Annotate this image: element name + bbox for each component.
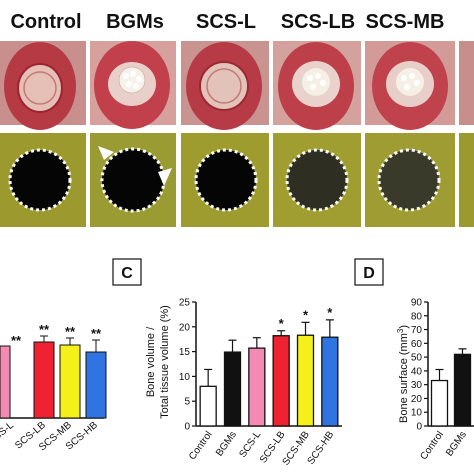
panel-c-significance: * [327, 305, 333, 320]
panel-c-y-tick-label: 20 [179, 322, 191, 333]
group-header-scs-lb: SCS-LB [281, 11, 355, 33]
panel-c-bar [321, 336, 339, 427]
panel-c-x-tick-label: BGMs [214, 429, 239, 458]
panel-c-y-tick-label: 0 [184, 422, 190, 433]
surgical-photo-cropped [459, 41, 474, 125]
microct-scs-mb [365, 133, 455, 227]
surgical-photo-bgms [90, 41, 176, 129]
panel-d-y-tick-label: 70 [411, 325, 423, 336]
panel-d-y-tick-label: 10 [411, 408, 423, 419]
panel-b-star: ** [65, 324, 76, 339]
panel-c-ylabel-line2: Total tissue volume (%) [159, 305, 171, 419]
group-header-control: Control [10, 11, 81, 33]
panel-d-y-tick-label: 90 [411, 298, 423, 309]
panel-b-star: ** [11, 333, 22, 348]
arrowhead-icon [158, 168, 172, 186]
panel-c-significance: * [303, 307, 309, 322]
panel-d-x-tick-label: Control [418, 429, 446, 462]
panel-b-star: ** [91, 326, 102, 341]
panel-d-letter: D [363, 265, 375, 282]
panel-b-chart: ** ** ** ** SCS-L SCS-LB SCS-MB SCS-HB [0, 322, 107, 453]
panel-c-y-tick-label: 25 [179, 298, 191, 309]
surgical-photo-scs-l [181, 41, 269, 130]
panel-d-ylabel-tail: ) [398, 325, 410, 329]
panel-c-ylabel-line1: Bone volume / [145, 326, 157, 397]
group-header-scs-l: SCS-L [196, 11, 256, 33]
panel-d-y-tick-label: 0 [416, 422, 422, 433]
panel-b-bar-scs-l [0, 345, 11, 419]
surgical-photo-scs-mb [365, 41, 455, 130]
panel-d-ylabel-main: Bone surface (mm [398, 333, 410, 423]
surgical-photo-row [0, 41, 474, 130]
panel-d-x-tick-label: BGMs [444, 429, 469, 458]
panel-d-y-tick-label: 20 [411, 394, 423, 405]
microct-control [0, 133, 86, 227]
panel-c-y-tick-label: 10 [179, 372, 191, 383]
group-header-bgms: BGMs [106, 11, 164, 33]
panel-c-bar [248, 347, 266, 427]
panel-c-bar [296, 334, 315, 427]
panel-c-bar [199, 385, 217, 427]
panel-d-ylabel: Bone surface (mm3) [396, 325, 410, 423]
panel-d-letter-box [354, 258, 384, 286]
microct-scs-l [181, 133, 269, 227]
panel-c-chart: C Bone volume / Total tissue volume (%) … [112, 258, 342, 468]
microct-bgms [90, 133, 176, 227]
panel-d-bar [453, 353, 472, 427]
panel-d-bar [430, 379, 449, 427]
panel-d-y-tick-label: 30 [411, 380, 423, 391]
panel-c-letter-box [112, 258, 142, 286]
panel-b-star: ** [39, 322, 50, 337]
panel-b-bar-scs-hb [85, 351, 107, 419]
microct-scs-lb [273, 133, 361, 227]
microct-row [0, 133, 474, 227]
panel-c-x-tick-label: Control [187, 429, 215, 462]
panel-b-bar-scs-lb [33, 341, 55, 419]
panel-c-y-tick-label: 15 [179, 347, 191, 358]
panel-d-y-tick-label: 80 [411, 311, 423, 322]
panel-c-significance: * [279, 316, 285, 331]
surgical-photo-scs-lb [273, 41, 361, 130]
panel-d-ylabel-sup: 3 [396, 328, 405, 333]
arrowhead-icon [98, 146, 114, 160]
panel-b-bar-scs-mb [59, 344, 81, 419]
panel-d-y-tick-label: 40 [411, 366, 423, 377]
microct-cropped [459, 133, 474, 227]
panel-d-chart: D Bone surface (mm3) 0 10 20 30 40 50 60 70 80 90… [354, 258, 474, 462]
panel-c-y-tick-label: 5 [184, 397, 190, 408]
panel-d-y-tick-label: 50 [411, 353, 423, 364]
panel-c-bar [223, 351, 242, 427]
panel-c-letter: C [121, 265, 133, 282]
panel-c-bar [272, 335, 290, 427]
surgical-photo-control [0, 41, 86, 130]
panel-d-y-tick-label: 60 [411, 339, 423, 350]
group-header-scs-mb: SCS-MB [366, 11, 445, 33]
